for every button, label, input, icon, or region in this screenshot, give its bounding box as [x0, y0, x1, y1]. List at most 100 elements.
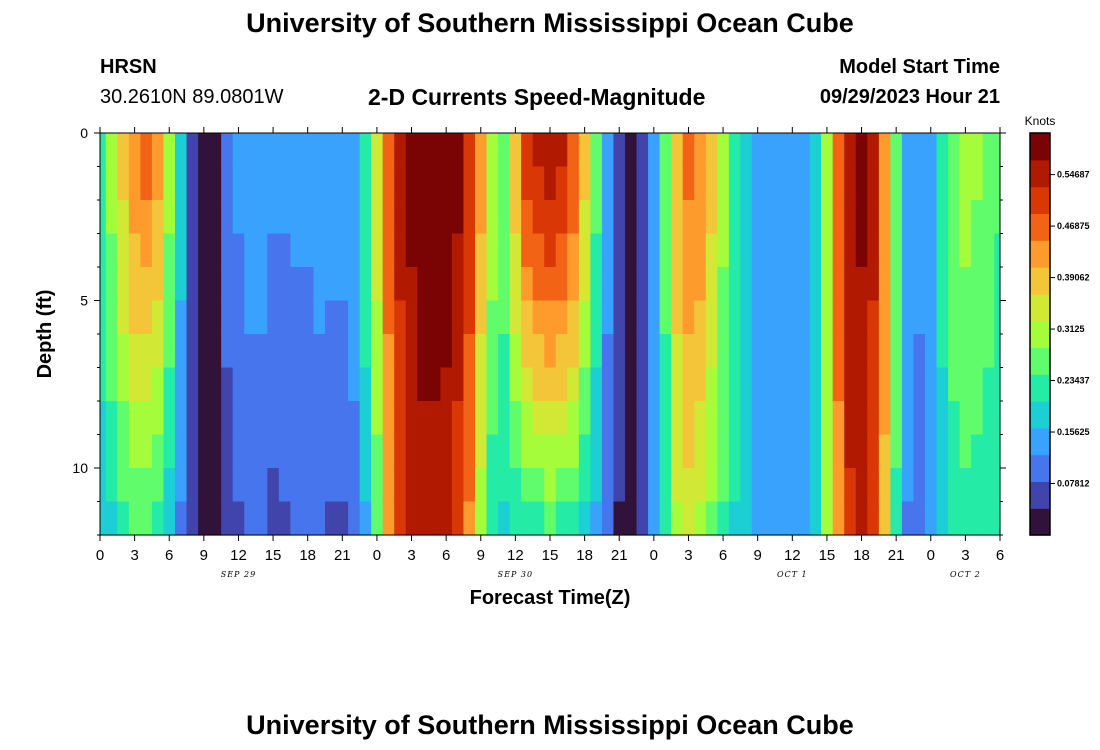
heatmap-cell [278, 434, 291, 469]
heatmap-cell [475, 334, 488, 369]
heatmap-cell [255, 367, 268, 402]
heatmap-cell [440, 367, 453, 402]
heatmap-cell [844, 434, 857, 469]
heatmap-cell [544, 300, 557, 335]
heatmap-cell [671, 334, 684, 369]
heatmap-cell [544, 468, 557, 503]
heatmap-cell [244, 501, 257, 536]
heatmap-cell [636, 434, 649, 469]
heatmap-cell [855, 501, 868, 536]
heatmap-cell [244, 468, 257, 503]
heatmap-cell [578, 334, 591, 369]
heatmap-cell [267, 267, 280, 302]
heatmap-cell [198, 434, 211, 469]
heatmap-cell [267, 166, 280, 201]
heatmap-cell [625, 300, 638, 335]
heatmap-cell [428, 501, 441, 536]
heatmap-cell [982, 300, 995, 335]
heatmap-cell [417, 233, 430, 268]
heatmap-cell [486, 401, 499, 436]
heatmap-cell [786, 468, 799, 503]
heatmap-cell [336, 166, 349, 201]
heatmap-cell [555, 267, 568, 302]
heatmap-cell [971, 367, 984, 402]
heatmap-cell [648, 300, 661, 335]
heatmap-cell [325, 501, 338, 536]
heatmap-cell [878, 200, 891, 235]
heatmap-cell [100, 300, 107, 335]
heatmap-cell [209, 401, 222, 436]
heatmap-cell [209, 133, 222, 168]
heatmap-cell [232, 233, 245, 268]
heatmap-cell [844, 501, 857, 536]
heatmap-cell [740, 133, 753, 168]
heatmap-cell [244, 334, 257, 369]
heatmap-cell [521, 434, 534, 469]
heatmap-cell [100, 166, 107, 201]
heatmap-cell [371, 267, 384, 302]
heatmap-cell [751, 501, 765, 536]
heatmap-cell [971, 300, 984, 335]
heatmap-cell [186, 334, 199, 369]
heatmap-cell [440, 501, 453, 536]
heatmap-cell [151, 133, 165, 168]
heatmap-cell [532, 267, 545, 302]
heatmap-cell [428, 166, 441, 201]
heatmap-cell [740, 200, 753, 235]
heatmap-cell [890, 334, 903, 369]
heatmap-cell [382, 401, 395, 436]
heatmap-cell [555, 133, 568, 168]
heatmap-cell [821, 501, 834, 536]
heatmap-cell [786, 233, 799, 268]
heatmap-cell [140, 367, 153, 402]
heatmap-cell [371, 501, 384, 536]
heatmap-cell [463, 267, 476, 302]
heatmap-cell [428, 200, 441, 235]
heatmap-cell [394, 200, 407, 235]
heatmap-cell [451, 468, 465, 503]
heatmap-cell [255, 267, 268, 302]
heatmap-cell [475, 468, 488, 503]
heatmap-cell [728, 468, 741, 503]
heatmap-cell [163, 334, 176, 369]
heatmap-cell [601, 300, 615, 335]
heatmap-cell [717, 434, 730, 469]
heatmap-cell [244, 434, 257, 469]
heatmap-cell [544, 367, 557, 402]
heatmap-cell [994, 300, 1001, 335]
heatmap-cell [451, 200, 465, 235]
heatmap-cell [475, 367, 488, 402]
heatmap-cell [740, 233, 753, 268]
heatmap-cell [509, 300, 522, 335]
heatmap-cell [440, 233, 453, 268]
x-tick-label: 15 [819, 547, 836, 564]
heatmap-cell [994, 367, 1001, 402]
heatmap-cell [486, 334, 499, 369]
heatmap-cell [498, 468, 511, 503]
heatmap-cell [959, 434, 972, 469]
heatmap-cell [498, 434, 511, 469]
heatmap-cell [763, 367, 776, 402]
heatmap-cell [590, 367, 603, 402]
heatmap-cell [486, 233, 499, 268]
heatmap-cell [186, 468, 199, 503]
heatmap-cell [532, 133, 545, 168]
heatmap-cell [105, 434, 118, 469]
heatmap-cell [532, 468, 545, 503]
heatmap-cell [405, 200, 418, 235]
heatmap-cell [521, 367, 534, 402]
heatmap-cell [186, 133, 199, 168]
heatmap-cell [867, 468, 880, 503]
heatmap-cell [798, 200, 811, 235]
heatmap-cell [105, 501, 118, 536]
heatmap-cell [659, 233, 672, 268]
heatmap-cell [971, 133, 984, 168]
heatmap-cell [325, 367, 338, 402]
heatmap-cell [740, 267, 753, 302]
heatmap-cell [232, 367, 245, 402]
model-start-time: 09/29/2023 Hour 21 [819, 86, 1000, 108]
heatmap-cell [694, 501, 707, 536]
heatmap-cell [198, 133, 211, 168]
heatmap-cell [832, 300, 845, 335]
heatmap-cell [475, 501, 488, 536]
